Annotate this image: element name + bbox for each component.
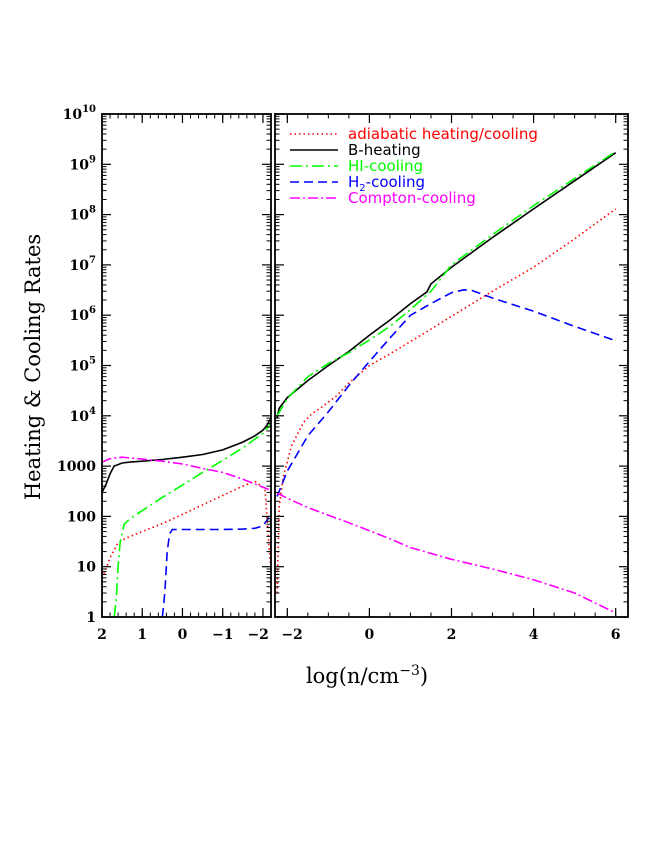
right-panel: −2 0 2 4 6 [274, 113, 629, 643]
right-xtick-label: −2 [281, 627, 302, 643]
right-series-h2-cooling [276, 288, 616, 497]
y-axis-title: Heating & Cooling Rates [21, 234, 45, 500]
legend-label-adiabatic-heating-cooling: adiabatic heating/cooling [348, 125, 538, 143]
right-xtick-label: 4 [529, 627, 539, 643]
ytick-label: 105 [70, 356, 96, 375]
left-xtick-label: −2 [247, 627, 268, 643]
left-xtick-label: −1 [212, 627, 233, 643]
legend-label-compton-cooling: Compton-cooling [348, 189, 476, 207]
ytick-label: 109 [70, 154, 96, 173]
ytick-label: 10 [77, 560, 97, 576]
x-axis-title: log(n/cm−3) [306, 663, 428, 688]
legend-label-b-heating: B-heating [348, 141, 421, 159]
ytick-label: 100 [67, 509, 96, 525]
ytick-label: 1 [86, 610, 96, 626]
ytick-label: 104 [70, 406, 96, 425]
ytick-label: 1010 [63, 104, 96, 123]
left-series-b-heating [102, 417, 271, 493]
ytick-label: 106 [70, 305, 96, 324]
left-xtick-label: 2 [97, 627, 107, 643]
right-series-group [276, 150, 617, 614]
legend-label-hi-cooling: HI-cooling [348, 157, 423, 175]
left-xtick-label: 0 [178, 627, 188, 643]
right-xtick-label: 6 [611, 627, 621, 643]
right-series-b-heating [276, 152, 617, 419]
right-series-adiabatic-heating-cooling [276, 208, 617, 594]
ytick-label: 1000 [57, 459, 96, 475]
left-series-compton-cooling [102, 456, 271, 492]
left-series-h2-cooling [161, 517, 270, 617]
ytick-label: 107 [70, 255, 96, 274]
legend: adiabatic heating/coolingB-heatingHI-coo… [290, 125, 538, 207]
right-xtick-label: 2 [447, 627, 457, 643]
left-series-hi-cooling [113, 423, 271, 617]
legend-label-h2-cooling: H2-cooling [348, 173, 425, 194]
ytick-label: 108 [70, 205, 96, 224]
left-frame [101, 113, 272, 618]
right-xtick-label: 0 [365, 627, 375, 643]
left-series-group [102, 417, 271, 617]
right-series-hi-cooling [276, 150, 617, 417]
right-series-compton-cooling [276, 492, 617, 614]
left-xtick-label: 1 [137, 627, 147, 643]
